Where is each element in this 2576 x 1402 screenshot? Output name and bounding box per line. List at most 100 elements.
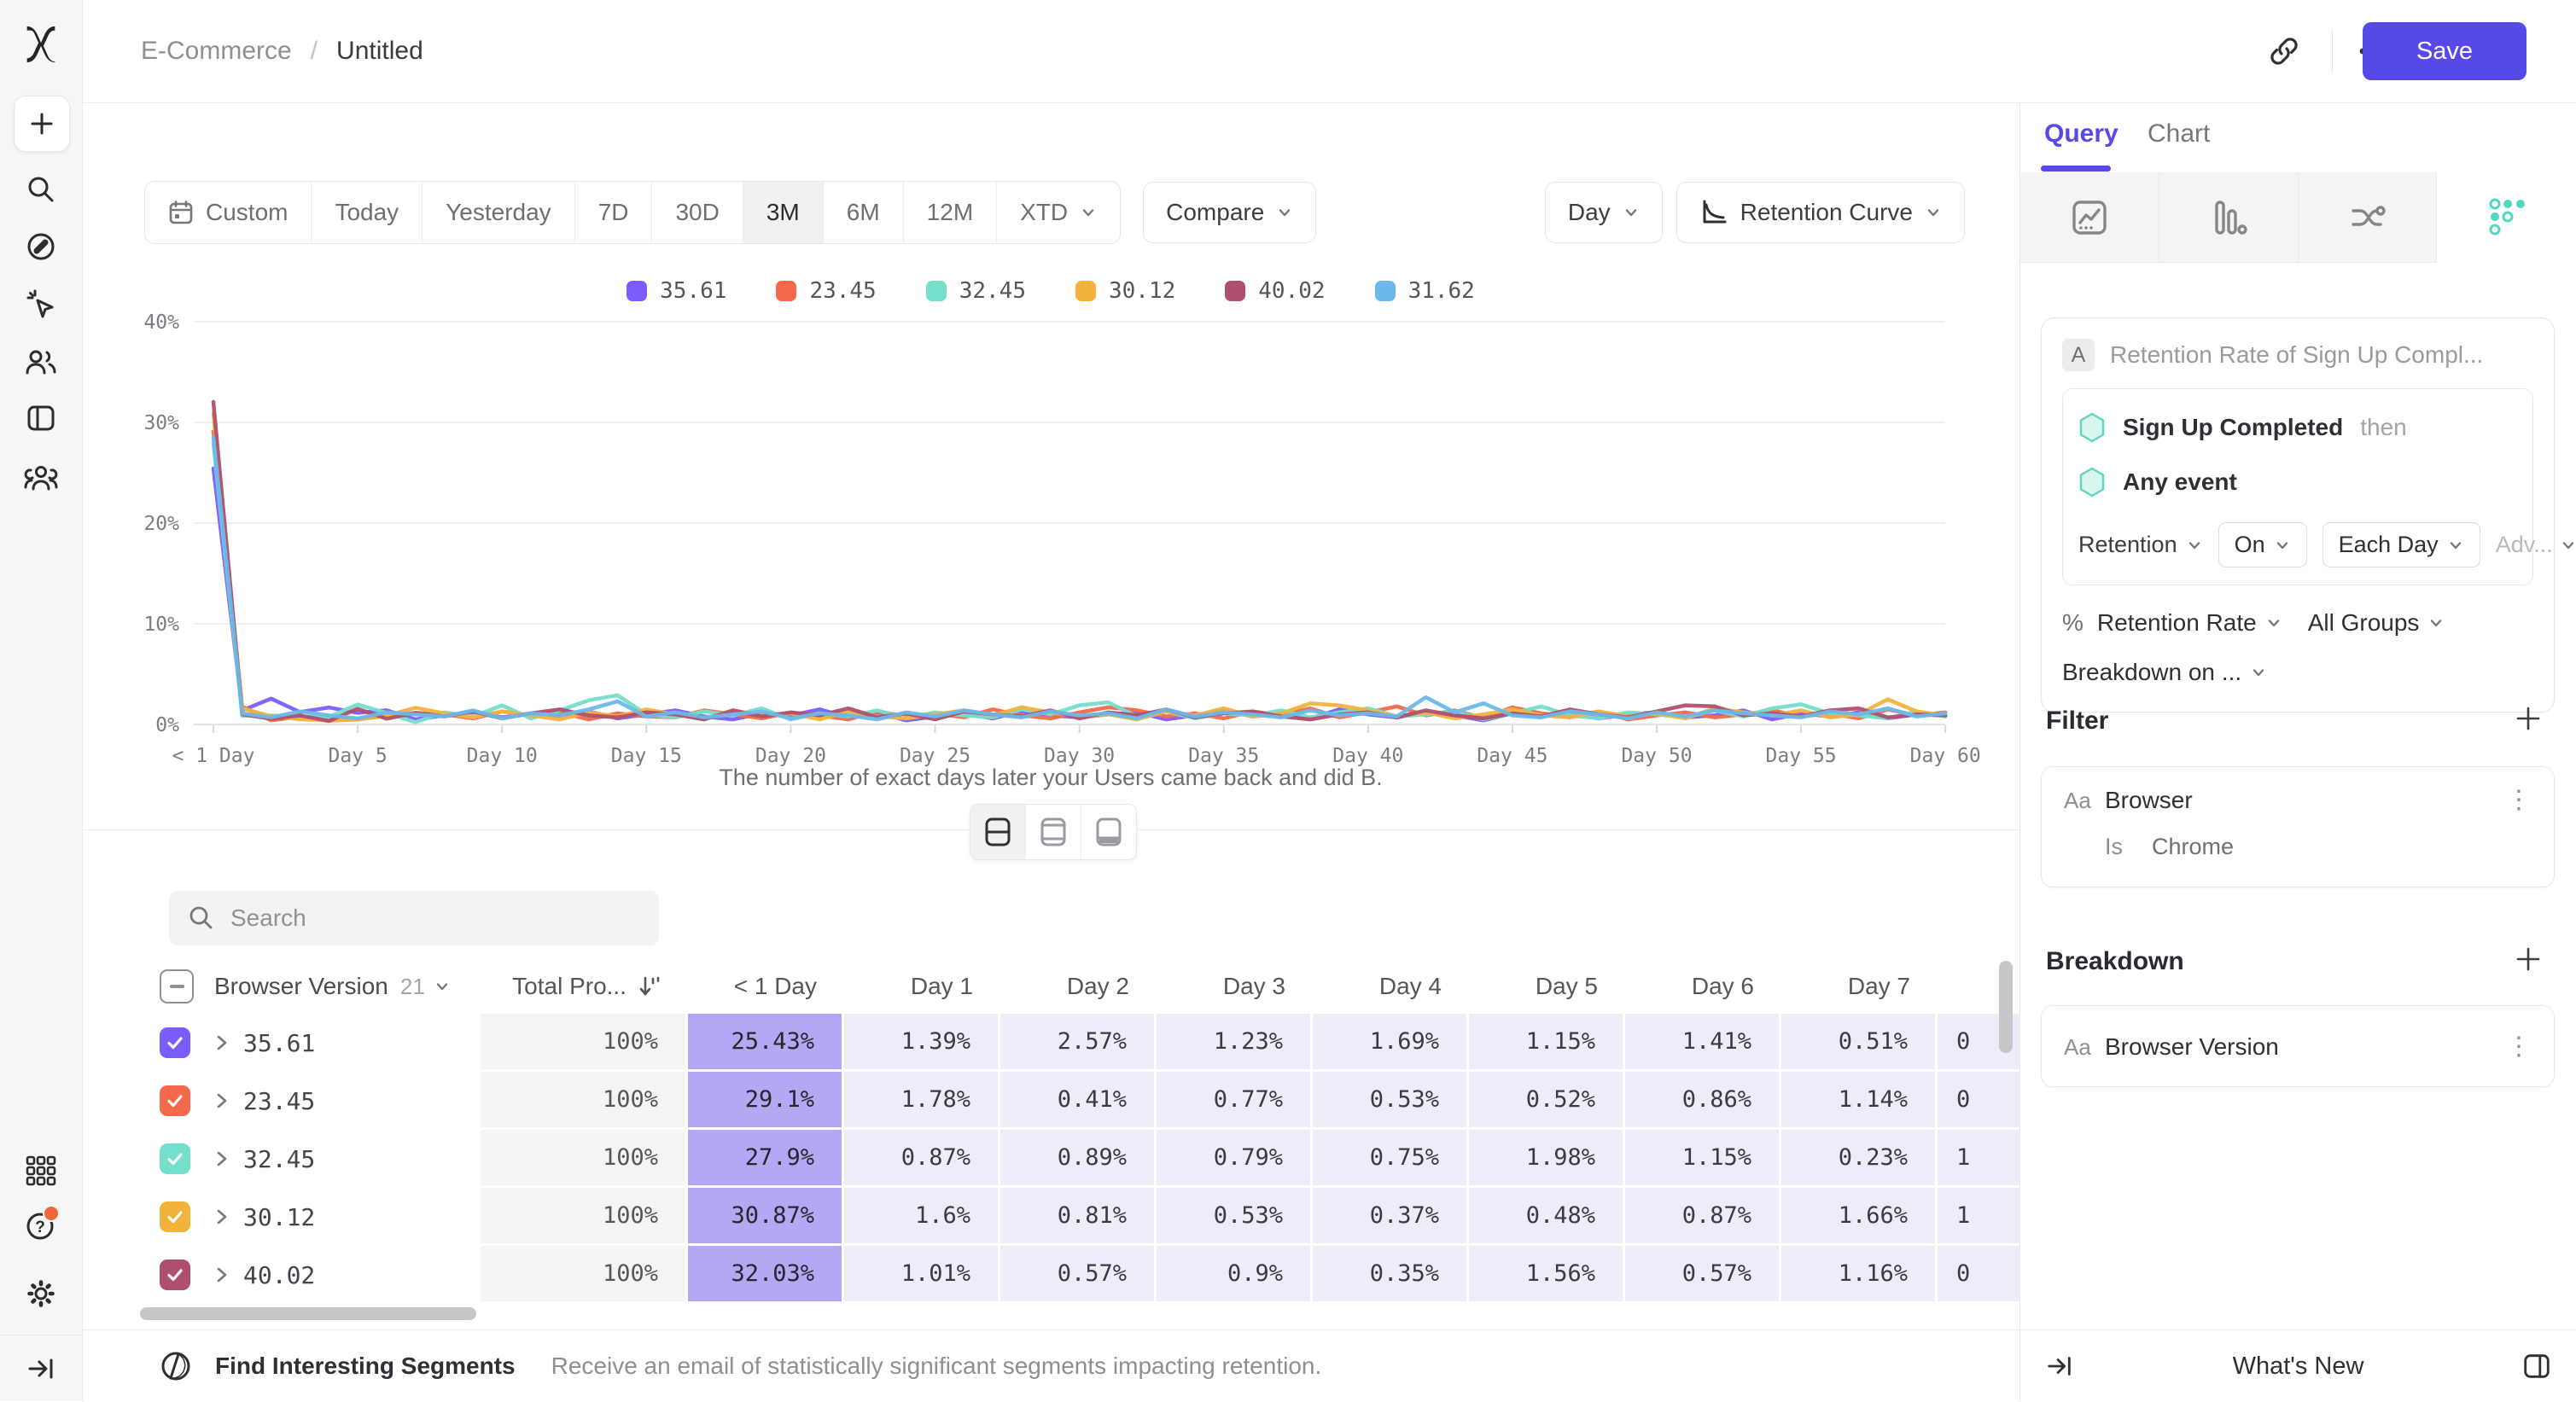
- date-range-yesterday[interactable]: Yesterday: [423, 182, 575, 243]
- step-title[interactable]: Retention Rate of Sign Up Compl...: [2110, 341, 2484, 368]
- date-range-custom[interactable]: Custom: [145, 182, 312, 243]
- add-breakdown-button[interactable]: [2511, 942, 2545, 976]
- second-event-row[interactable]: Any event: [2078, 461, 2517, 503]
- legend-item[interactable]: 23.45: [776, 278, 877, 304]
- day-column-header[interactable]: Day 2: [1066, 973, 1129, 999]
- whats-new-link[interactable]: What's New: [2232, 1352, 2364, 1380]
- mixpanel-logo[interactable]: [20, 24, 61, 66]
- legend-item[interactable]: 40.02: [1225, 278, 1326, 304]
- view-chart-only-button[interactable]: [1026, 805, 1081, 859]
- row-expander[interactable]: [214, 1265, 230, 1284]
- row-checkbox[interactable]: [160, 1143, 190, 1174]
- date-range-today[interactable]: Today: [312, 182, 423, 243]
- day-column-header[interactable]: Day 6: [1691, 973, 1754, 999]
- chevron-down-icon[interactable]: [434, 978, 451, 995]
- select-all-checkbox[interactable]: [160, 969, 194, 1004]
- breadcrumb-report-title[interactable]: Untitled: [336, 37, 423, 65]
- legend-item[interactable]: 31.62: [1374, 278, 1475, 304]
- first-event-row[interactable]: Sign Up Completed then: [2078, 406, 2517, 449]
- breakdown-on-dropdown[interactable]: Breakdown on ...: [2062, 659, 2267, 686]
- settings-button[interactable]: [20, 1273, 61, 1314]
- group-column-header[interactable]: Browser Version: [214, 973, 388, 999]
- kebab-menu-icon[interactable]: ⋮: [2506, 1033, 2532, 1061]
- legend-label: 35.61: [660, 278, 727, 304]
- users-nav-button[interactable]: [20, 341, 61, 382]
- day-column-header[interactable]: Day 4: [1378, 973, 1442, 999]
- expand-sidebar-button[interactable]: [20, 1348, 61, 1389]
- row-checkbox[interactable]: [160, 1027, 190, 1058]
- boards-nav-button[interactable]: [20, 398, 61, 439]
- legend-item[interactable]: 35.61: [627, 278, 726, 304]
- each-day-dropdown[interactable]: Each Day: [2322, 522, 2480, 567]
- retention-cell: 0.79%: [1157, 1130, 1313, 1188]
- row-checkbox[interactable]: [160, 1085, 190, 1116]
- horizontal-scrollbar[interactable]: [140, 1307, 476, 1320]
- side-panel-toggle-button[interactable]: [2520, 1349, 2554, 1383]
- retention-cell: 25.43%: [688, 1014, 844, 1072]
- groups-dropdown[interactable]: All Groups: [2308, 609, 2445, 637]
- day-column-header[interactable]: < 1 Day: [733, 973, 817, 999]
- granularity-label: Day: [1567, 199, 1611, 225]
- date-range-6m[interactable]: 6M: [824, 182, 904, 243]
- save-button[interactable]: Save: [2363, 22, 2526, 80]
- measure-dropdown[interactable]: Retention Rate: [2097, 609, 2282, 637]
- row-checkbox[interactable]: [160, 1259, 190, 1290]
- report-type-retention-button[interactable]: [2437, 172, 2576, 263]
- chart-type-button[interactable]: Retention Curve: [1676, 182, 1965, 243]
- breadcrumb-project[interactable]: E-Commerce: [141, 37, 292, 65]
- date-range-3m[interactable]: 3M: [743, 182, 824, 243]
- copy-link-button[interactable]: [2264, 31, 2305, 72]
- find-segments-link[interactable]: Find Interesting Segments: [215, 1353, 516, 1379]
- view-chart-and-table-button[interactable]: [970, 805, 1026, 859]
- date-range-12m[interactable]: 12M: [904, 182, 998, 243]
- events-nav-button[interactable]: [20, 283, 61, 324]
- help-button[interactable]: ?: [20, 1205, 61, 1246]
- create-new-button[interactable]: [14, 96, 70, 152]
- total-column-header[interactable]: Total Pro...: [481, 959, 688, 1014]
- row-checkbox[interactable]: [160, 1201, 190, 1232]
- tab-query[interactable]: Query: [2044, 119, 2118, 148]
- filter-value[interactable]: Chrome: [2152, 834, 2235, 859]
- legend-item[interactable]: 30.12: [1075, 278, 1175, 304]
- search-input[interactable]: [169, 891, 659, 945]
- report-type-insights-button[interactable]: [2020, 172, 2159, 263]
- collapse-panel-button[interactable]: [2043, 1349, 2077, 1383]
- date-range-30d[interactable]: 30D: [652, 182, 743, 243]
- event-hexagon-icon: [2079, 412, 2105, 443]
- search-nav-button[interactable]: [20, 169, 61, 210]
- date-range-7d[interactable]: 7D: [575, 182, 653, 243]
- row-expander[interactable]: [214, 1033, 230, 1052]
- day-column-header[interactable]: Day 1: [910, 973, 973, 999]
- table-row: 30.12 100% 30.87% 1.6% 0.81% 0.53% 0.37% 0.48% 0…: [140, 1188, 2019, 1246]
- vertical-scrollbar[interactable]: [1999, 961, 2013, 1053]
- granularity-button[interactable]: Day: [1544, 182, 1663, 243]
- filter-card[interactable]: Aa Browser ⋮ Is Chrome: [2041, 766, 2555, 887]
- legend-item[interactable]: 32.45: [925, 278, 1026, 304]
- kebab-menu-icon[interactable]: ⋮: [2506, 786, 2532, 814]
- total-cell: 100%: [481, 1130, 688, 1188]
- apps-nav-button[interactable]: [20, 1150, 61, 1191]
- row-expander[interactable]: [214, 1091, 230, 1110]
- filter-operator[interactable]: Is: [2105, 834, 2124, 859]
- row-label: 23.45: [243, 1086, 316, 1115]
- compare-button[interactable]: Compare: [1143, 182, 1317, 243]
- row-expander[interactable]: [214, 1149, 230, 1168]
- add-filter-button[interactable]: [2511, 701, 2545, 736]
- cohorts-nav-button[interactable]: [20, 457, 61, 498]
- tab-chart[interactable]: Chart: [2148, 119, 2211, 148]
- advanced-dropdown[interactable]: Adv...: [2496, 532, 2576, 558]
- day-column-header[interactable]: Day 5: [1535, 973, 1598, 999]
- date-range-xtd[interactable]: XTD: [997, 182, 1120, 243]
- report-type-flows-button[interactable]: [2298, 172, 2438, 263]
- breakdown-card[interactable]: Aa Browser Version ⋮: [2041, 1005, 2555, 1087]
- explore-nav-button[interactable]: [20, 226, 61, 267]
- view-table-only-button[interactable]: [1081, 805, 1136, 859]
- day-column-header[interactable]: Day 7: [1847, 973, 1910, 999]
- retention-cell: 1.14%: [1781, 1072, 1938, 1130]
- on-dropdown[interactable]: On: [2218, 522, 2307, 567]
- side-panel-icon: [2524, 1354, 2550, 1378]
- retention-type-dropdown[interactable]: Retention: [2078, 532, 2203, 558]
- row-expander[interactable]: [214, 1207, 230, 1226]
- report-type-funnels-button[interactable]: [2159, 172, 2299, 263]
- day-column-header[interactable]: Day 3: [1222, 973, 1285, 999]
